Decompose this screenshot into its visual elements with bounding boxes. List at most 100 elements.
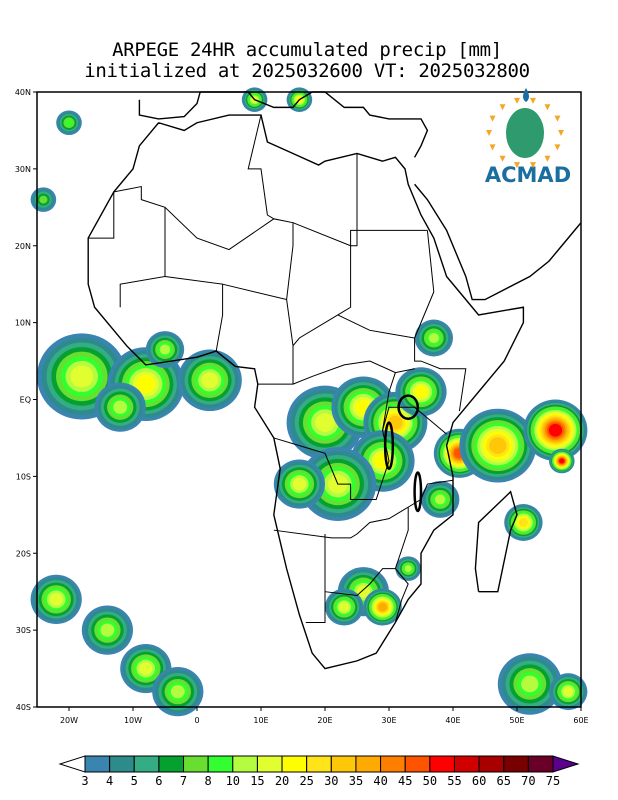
- precip-cell: [414, 385, 428, 398]
- colorbar-swatch: [207, 755, 234, 773]
- sun-ray-icon: [489, 144, 496, 151]
- colorbar-swatch: [133, 755, 160, 773]
- precip-cell: [404, 565, 412, 572]
- sun-ray-icon: [544, 104, 551, 111]
- colorbar-label: 75: [546, 774, 560, 788]
- precip-cell: [518, 518, 528, 527]
- madagascar-coastline: [474, 490, 518, 593]
- lake-outline: [397, 394, 420, 420]
- lat-tick-label: 10S: [16, 472, 31, 481]
- country-border: [305, 534, 326, 623]
- map-subtitle: initialized at 2025032600 VT: 2025032800: [84, 60, 530, 82]
- country-border: [324, 568, 409, 623]
- colorbar-label: 55: [447, 774, 461, 788]
- country-border: [119, 207, 166, 308]
- precip-cell: [315, 413, 335, 433]
- precip-cell: [521, 675, 539, 693]
- colorbar-label: 35: [349, 774, 363, 788]
- precip-cell: [563, 686, 574, 697]
- lon-tick-label: 10W: [124, 716, 142, 725]
- precip-cell: [159, 344, 171, 355]
- lon-tick-label: 10E: [253, 716, 268, 725]
- colorbar-label: 30: [324, 774, 338, 788]
- europe-coastline: [138, 91, 429, 158]
- country-border: [273, 479, 454, 539]
- colorbar-swatch: [429, 755, 455, 773]
- colorbar-under-triangle: [58, 755, 86, 773]
- colorbar-over-triangle: [552, 755, 580, 773]
- sun-ray-icon: [513, 162, 520, 169]
- country-border: [394, 507, 409, 569]
- country-border: [247, 114, 275, 220]
- sun-ray-icon: [486, 130, 492, 136]
- lat-tick-label: 40N: [15, 88, 31, 97]
- sun-ray-icon: [499, 155, 506, 162]
- colorbar-label: 25: [299, 774, 313, 788]
- colorbar-swatch: [109, 755, 135, 773]
- precip-cell: [100, 623, 115, 637]
- precip-layer: [30, 87, 588, 717]
- colorbar: 3 4 5 6 7 8 10 15 20 25 30 35 40 45 50 55 60 65 70 75: [58, 755, 580, 788]
- sun-ray-icon: [530, 97, 537, 104]
- africa-coastline: [87, 114, 525, 670]
- colorbar-label: 45: [398, 774, 412, 788]
- precip-cell: [139, 662, 153, 675]
- sun-ray-icon: [554, 115, 561, 122]
- lake-outline: [413, 471, 423, 513]
- colorbar-swatch: [453, 755, 480, 773]
- colorbar-swatch: [478, 755, 505, 773]
- lon-tick-label: 20W: [60, 716, 78, 725]
- colorbar-swatch: [84, 755, 111, 773]
- precip-cell: [428, 332, 440, 344]
- axis-ticks: 20W 10W 0 10E 20E 30E 40E 50E 60E 40N 30N 20N 10N EQ 1…: [15, 88, 589, 725]
- sun-ray-icon: [554, 144, 561, 151]
- colorbar-label: 20: [275, 774, 289, 788]
- precip-cell: [559, 458, 565, 464]
- precip-cell: [548, 423, 563, 437]
- colorbar-swatch: [404, 755, 431, 773]
- lat-tick-label: 20N: [15, 242, 31, 251]
- africa-logo-icon: [506, 108, 544, 158]
- sun-ray-icon: [499, 104, 506, 111]
- country-border: [286, 222, 294, 300]
- country-border: [88, 185, 428, 251]
- country-border: [292, 360, 415, 385]
- colorbar-label: 5: [131, 774, 138, 788]
- precip-cell: [113, 400, 128, 414]
- arabia-coastline: [414, 183, 582, 301]
- colorbar-swatch: [232, 755, 258, 773]
- colorbar-swatch: [183, 755, 209, 773]
- country-border: [337, 314, 467, 412]
- country-border: [414, 230, 435, 339]
- colorbar-swatch: [158, 755, 185, 773]
- lat-tick-label: 30S: [16, 626, 31, 635]
- colorbar-swatch: [281, 755, 308, 773]
- colorbar-swatch: [503, 755, 529, 773]
- colorbar-label: 40: [373, 774, 387, 788]
- country-border: [257, 345, 294, 385]
- colorbar-swatch: [330, 755, 357, 773]
- lat-tick-label: 40S: [16, 703, 31, 712]
- lat-tick-label: 20S: [16, 549, 31, 558]
- lon-tick-label: 30E: [381, 716, 396, 725]
- precip-cell: [292, 477, 306, 491]
- precip-cell: [70, 365, 94, 388]
- lon-tick-label: 60E: [573, 716, 588, 725]
- colorbar-label: 65: [497, 774, 511, 788]
- colorbar-swatch: [355, 755, 382, 773]
- colorbar-label: 4: [106, 774, 113, 788]
- colorbar-label: 70: [521, 774, 535, 788]
- sun-ray-icon: [544, 155, 551, 162]
- lon-tick-label: 20E: [317, 716, 332, 725]
- lon-tick-label: 50E: [509, 716, 524, 725]
- colorbar-swatch: [527, 755, 554, 773]
- country-border: [273, 406, 447, 500]
- colorbar-label: 50: [423, 774, 437, 788]
- lat-tick-label: 10N: [15, 319, 31, 328]
- precip-cell: [356, 585, 370, 598]
- country-borders: [88, 114, 467, 623]
- lat-tick-label: 30N: [15, 165, 31, 174]
- country-border: [382, 372, 396, 431]
- precip-cell: [49, 593, 63, 606]
- coastlines: [87, 91, 582, 670]
